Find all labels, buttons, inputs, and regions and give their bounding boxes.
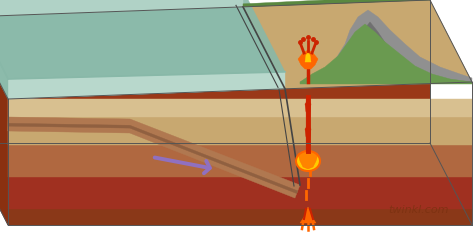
Polygon shape	[8, 72, 285, 99]
Polygon shape	[300, 207, 316, 223]
Polygon shape	[305, 53, 311, 62]
Polygon shape	[298, 50, 318, 69]
Polygon shape	[298, 149, 318, 169]
Ellipse shape	[296, 151, 320, 171]
Polygon shape	[300, 10, 472, 82]
Polygon shape	[8, 145, 472, 177]
Polygon shape	[305, 100, 311, 112]
Polygon shape	[340, 22, 430, 77]
Polygon shape	[305, 125, 311, 137]
Polygon shape	[0, 0, 285, 79]
Polygon shape	[0, 0, 243, 17]
Polygon shape	[243, 0, 472, 89]
Polygon shape	[0, 0, 430, 143]
Polygon shape	[8, 209, 472, 225]
Polygon shape	[0, 17, 8, 225]
Polygon shape	[8, 117, 300, 198]
Polygon shape	[8, 117, 472, 145]
Polygon shape	[300, 24, 472, 84]
Polygon shape	[8, 99, 472, 117]
Polygon shape	[8, 177, 472, 209]
Polygon shape	[0, 143, 472, 225]
Polygon shape	[8, 123, 298, 193]
Polygon shape	[243, 0, 430, 7]
Polygon shape	[0, 0, 8, 99]
Text: twinkl.com: twinkl.com	[389, 205, 449, 215]
Polygon shape	[0, 7, 285, 99]
